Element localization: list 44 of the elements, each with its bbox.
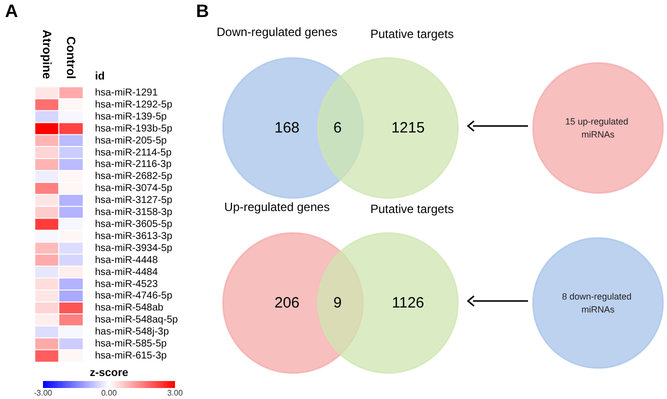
- y-tick-label: hsa-miR-4746-5p: [95, 290, 173, 302]
- color-bar-label: -3.00: [34, 388, 53, 398]
- y-tick-label: hsa-miR-2116-3p: [95, 159, 172, 170]
- y-tick-label: hsa-miR-3934-5p: [95, 242, 173, 254]
- data-label: 1215: [391, 120, 425, 136]
- category-label: Down-regulated genes: [216, 25, 338, 39]
- data-label: 168: [274, 120, 300, 136]
- data-label: 9: [333, 294, 342, 312]
- x-tick-label: Atropine: [40, 30, 54, 80]
- y-tick-label: hsa-miR-548ab: [95, 302, 164, 314]
- color-bar-label: 0.00: [101, 388, 118, 398]
- category-label: Up-regulated genes: [224, 200, 330, 214]
- y-tick-label: hsa-miR-3605-5p: [95, 219, 173, 230]
- y-tick-label: hsa-miR-4448: [95, 254, 158, 266]
- y-tick-label: hsa-miR-3127-5p: [95, 195, 173, 206]
- y-tick-label: has-miR-548j-3p: [95, 326, 170, 338]
- y-tick-label: hsa-miR-2682-5p: [95, 171, 173, 182]
- category-label: Putative targets: [370, 27, 454, 41]
- y-tick-label: hsa-miR-4523: [95, 278, 158, 290]
- y-tick-label: hsa-miR-1292-5p: [95, 99, 173, 110]
- text: id: [95, 70, 105, 82]
- text: 8 down-regulated miRNAs: [562, 292, 634, 314]
- y-tick-label: hsa-miR-548aq-5p: [95, 314, 178, 326]
- chart-title: A: [5, 1, 18, 21]
- y-tick-label: hsa-miR-139-5p: [95, 111, 168, 122]
- x-tick-label: Control: [64, 36, 78, 79]
- data-label: 6: [333, 120, 342, 136]
- y-tick-label: hsa-miR-205-5p: [95, 135, 168, 146]
- text: 15 up-regulated miRNAs: [565, 116, 631, 140]
- text: B: [196, 1, 209, 21]
- data-label: 1126: [392, 294, 424, 312]
- y-tick-label: hsa-miR-615-3p: [95, 350, 168, 362]
- y-tick-label: hsa-miR-585-5p: [95, 338, 168, 350]
- y-tick-label: hsa-miR-3613-3p: [95, 230, 173, 242]
- y-tick-label: hsa-miR-1291: [95, 87, 158, 98]
- category-label: Putative targets: [370, 202, 454, 216]
- y-tick-label: hsa-miR-4484: [95, 266, 158, 278]
- y-tick-label: hsa-miR-193b-5p: [95, 123, 173, 134]
- data-label: 206: [274, 294, 300, 312]
- y-tick-label: hsa-miR-3158-3p: [95, 207, 173, 218]
- color-bar-title: z-score: [90, 367, 128, 379]
- color-bar-label: 3.00: [167, 388, 184, 398]
- y-tick-label: hsa-miR-2114-5p: [95, 147, 172, 158]
- y-tick-label: hsa-miR-3074-5p: [95, 183, 173, 194]
